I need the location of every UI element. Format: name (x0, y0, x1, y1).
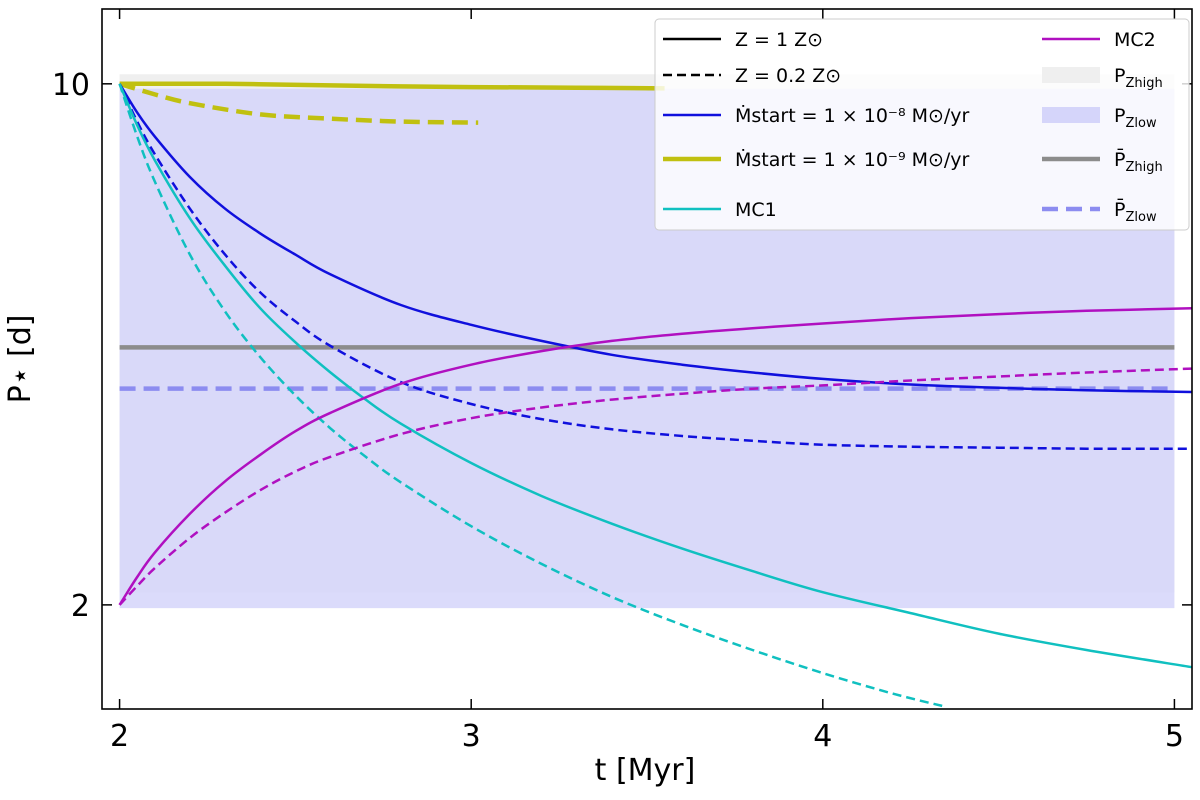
x-axis-ticks: 2 3 4 5 (110, 9, 1184, 754)
legend-swatch (1042, 67, 1100, 83)
legend-label: Z = 0.2 Z⊙ (735, 65, 841, 87)
y-axis-label: P⋆ [d] (3, 315, 38, 404)
legend-label: MC1 (735, 199, 777, 221)
y-tick-label: 2 (71, 589, 90, 624)
series-line-0 (119, 81, 665, 91)
series-line-4 (118, 83, 1192, 669)
x-tick-label: 5 (1165, 719, 1184, 754)
y-tick-label: 10 (52, 68, 90, 103)
legend-label: P̄Zhigh (1114, 147, 1163, 175)
legend-label: MC2 (1114, 29, 1156, 51)
x-tick-label: 2 (110, 719, 129, 754)
legend-label: Ṁstart = 1 × 10⁻⁹ M⊙/yr (735, 148, 970, 171)
legend-label: Ṁstart = 1 × 10⁻⁸ M⊙/yr (735, 104, 970, 127)
series-line-5 (118, 83, 947, 709)
legend-swatch (1042, 107, 1100, 123)
series-line-6 (118, 306, 1192, 606)
legend: Z = 1 Z⊙ Z = 0.2 Z⊙ Ṁstart = 1 × 10⁻⁸ M⊙/y… (654, 18, 1190, 231)
series-line-1 (118, 81, 479, 125)
y-axis-ticks: 2 10 (52, 68, 1192, 624)
x-tick-label: 4 (813, 719, 832, 754)
x-tick-label: 3 (462, 719, 481, 754)
data-series (118, 81, 1192, 709)
x-axis-label: t [Myr] (595, 753, 696, 788)
plot-frame (101, 8, 1193, 710)
legend-label: Z = 1 Z⊙ (735, 29, 823, 51)
series-line-7 (118, 367, 1192, 606)
series-line-2 (118, 83, 1192, 394)
